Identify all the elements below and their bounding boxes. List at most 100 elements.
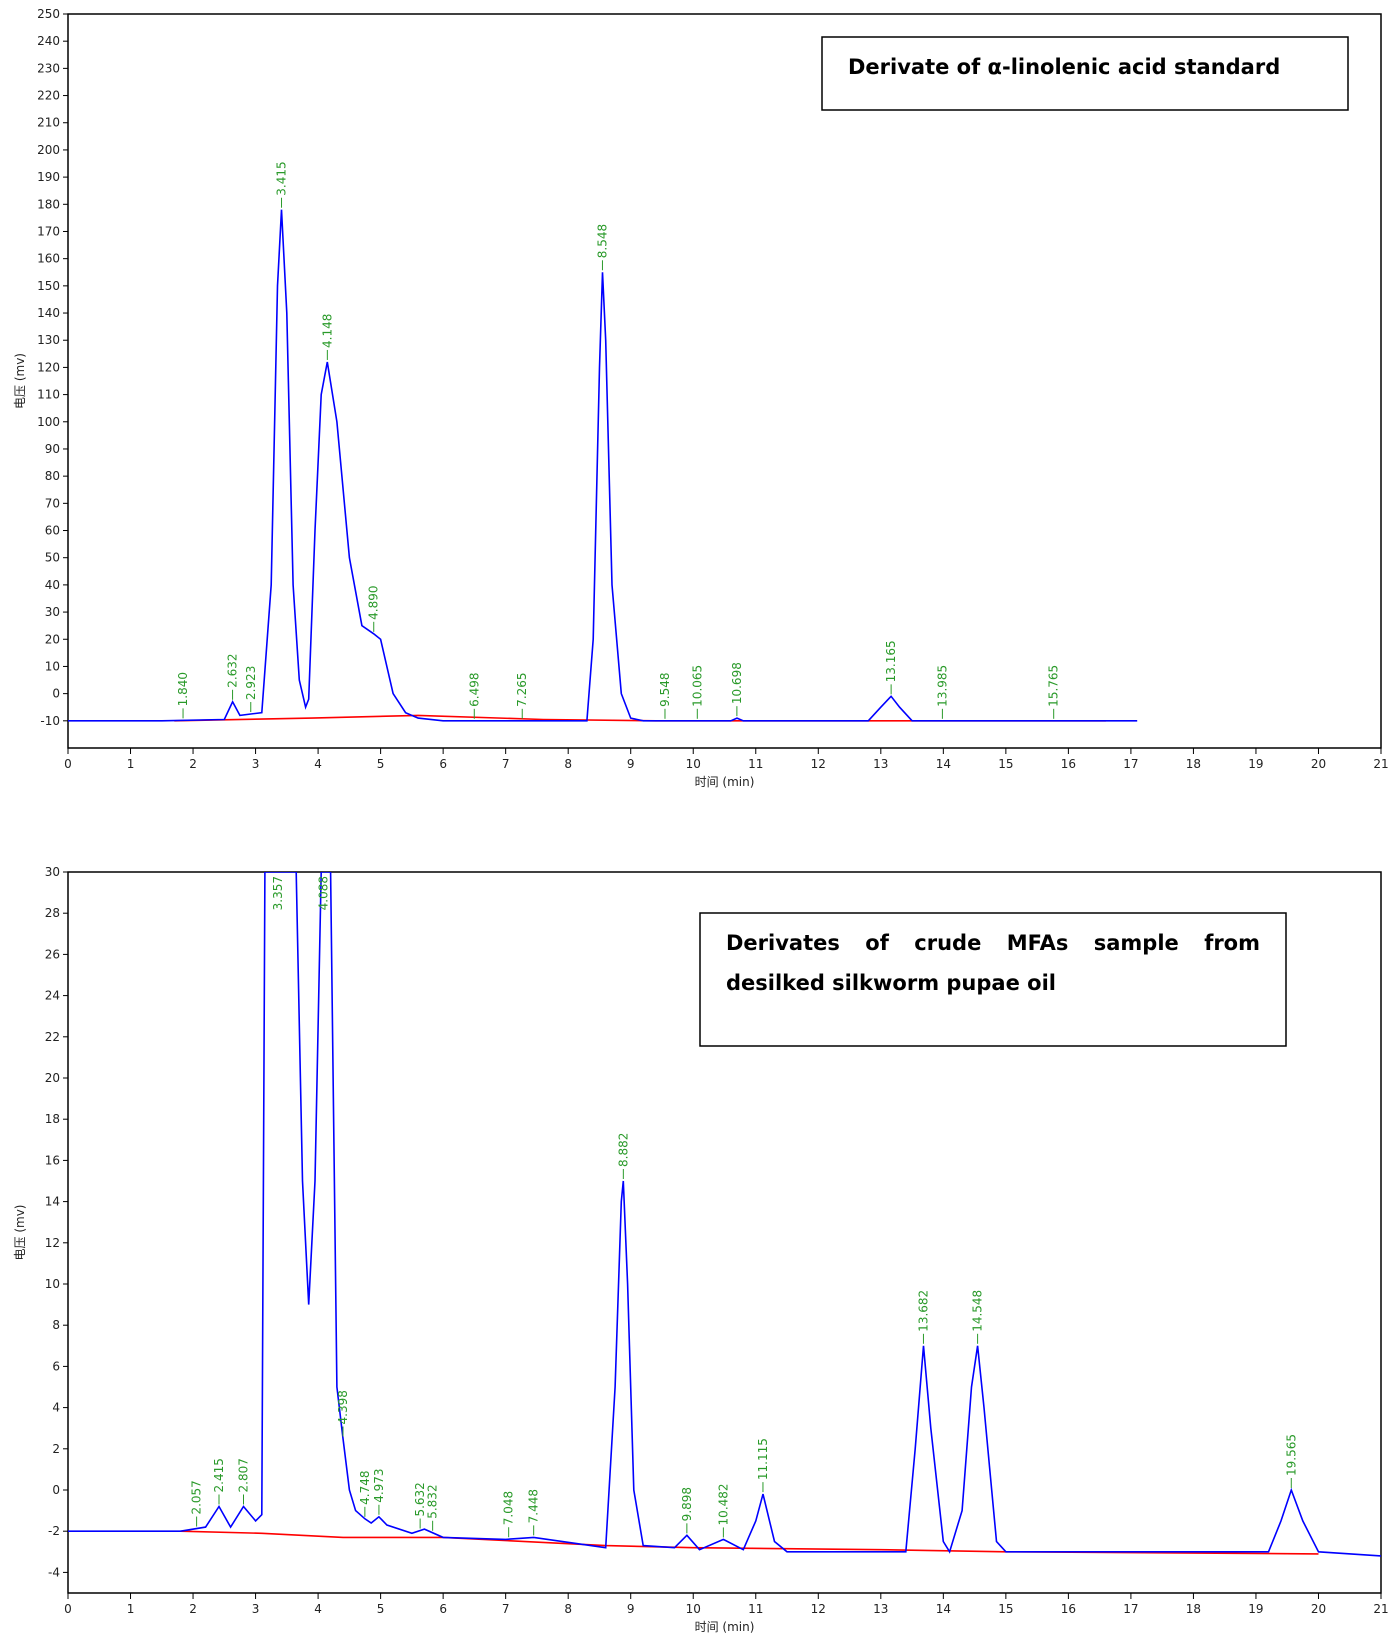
x-tick-label: 7 <box>502 1602 510 1616</box>
y-tick-label: 18 <box>45 1112 60 1126</box>
peak-label: 4.890 <box>367 585 381 619</box>
x-tick-label: 4 <box>314 757 322 771</box>
signal-trace <box>68 872 1381 1557</box>
y-tick-label: 110 <box>37 388 60 402</box>
peak-label: 2.415 <box>212 1458 226 1492</box>
y-tick-label: 16 <box>45 1153 60 1167</box>
y-tick-label: 0 <box>52 687 60 701</box>
y-tick-label: 180 <box>37 197 60 211</box>
x-tick-label: 15 <box>998 1602 1013 1616</box>
y-tick-label: 2 <box>52 1442 60 1456</box>
y-tick-label: 24 <box>45 989 60 1003</box>
y-tick-label: 50 <box>45 551 60 565</box>
x-tick-label: 9 <box>627 1602 635 1616</box>
chart-title: Derivates of crude MFAs sample from desi… <box>726 931 1260 995</box>
peak-label: 9.548 <box>658 672 672 706</box>
x-tick-label: 3 <box>252 1602 260 1616</box>
plot-frame <box>67 13 1382 749</box>
peak-label: 4.748 <box>358 1470 372 1504</box>
x-tick-label: 0 <box>64 757 72 771</box>
y-tick-label: 4 <box>52 1401 60 1415</box>
y-tick-label: 120 <box>37 360 60 374</box>
y-tick-label: 210 <box>37 116 60 130</box>
x-tick-label: 19 <box>1248 757 1263 771</box>
peak-label: 13.682 <box>916 1290 930 1332</box>
y-tick-label: 220 <box>37 89 60 103</box>
x-tick-label: 14 <box>936 757 951 771</box>
x-tick-label: 17 <box>1123 757 1138 771</box>
peak-label: 8.548 <box>595 224 609 258</box>
y-tick-label: 20 <box>45 1071 60 1085</box>
y-tick-label: 10 <box>45 659 60 673</box>
title-area: Derivates of crude MFAs sample from desi… <box>726 931 1260 995</box>
y-tick-label: 240 <box>37 34 60 48</box>
x-tick-label: 21 <box>1373 1602 1388 1616</box>
x-tick-label: 5 <box>377 1602 385 1616</box>
title-area: Derivate of α-linolenic acid standard <box>848 55 1280 79</box>
title-box <box>821 36 1349 111</box>
x-tick-label: 8 <box>564 757 572 771</box>
peak-label: 2.632 <box>226 653 240 687</box>
x-tick-label: 9 <box>627 757 635 771</box>
x-tick-label: 5 <box>377 757 385 771</box>
x-tick-label: 17 <box>1123 1602 1138 1616</box>
y-tick-label: 8 <box>52 1318 60 1332</box>
y-tick-label: 140 <box>37 306 60 320</box>
x-tick-label: 20 <box>1311 1602 1326 1616</box>
x-tick-label: 7 <box>502 757 510 771</box>
y-tick-label: 30 <box>45 605 60 619</box>
peak-label: 8.882 <box>616 1133 630 1167</box>
x-tick-label: 18 <box>1186 757 1201 771</box>
x-tick-label: 20 <box>1311 757 1326 771</box>
y-tick-label: 30 <box>45 865 60 879</box>
peak-label: 15.765 <box>1047 665 1061 707</box>
traces <box>68 209 1138 722</box>
y-tick-label: 160 <box>37 252 60 266</box>
y-tick-label: -2 <box>48 1524 60 1538</box>
peak-label: 7.448 <box>527 1489 541 1523</box>
y-tick-label: -4 <box>48 1565 60 1579</box>
y-tick-label: 20 <box>45 632 60 646</box>
x-tick-label: 16 <box>1061 1602 1076 1616</box>
x-tick-label: 13 <box>873 757 888 771</box>
peak-label: 2.807 <box>237 1458 251 1492</box>
peak-label: 4.088 <box>317 876 331 910</box>
peak-label: 10.065 <box>690 665 704 707</box>
peak-label: 4.973 <box>372 1468 386 1502</box>
peak-label: 11.115 <box>756 1438 770 1480</box>
y-tick-label: 230 <box>37 61 60 75</box>
y-tick-label: 22 <box>45 1030 60 1044</box>
y-tick-label: 130 <box>37 333 60 347</box>
y-tick-label: 12 <box>45 1236 60 1250</box>
y-tick-label: 70 <box>45 496 60 510</box>
peak-label: 1.840 <box>176 672 190 706</box>
plot: -100102030405060708090100110120130140150… <box>13 7 1389 789</box>
x-tick-label: 14 <box>936 1602 951 1616</box>
peak-label: 5.632 <box>413 1482 427 1516</box>
y-tick-label: 26 <box>45 947 60 961</box>
plot-frame <box>67 871 1382 1594</box>
x-tick-label: 0 <box>64 1602 72 1616</box>
peak-label: 2.923 <box>244 666 258 700</box>
y-tick-label: 100 <box>37 415 60 429</box>
y-tick-label: 200 <box>37 143 60 157</box>
x-tick-label: 19 <box>1248 1602 1263 1616</box>
x-tick-label: 10 <box>686 1602 701 1616</box>
peak-label: 7.265 <box>515 672 529 706</box>
x-tick-label: 18 <box>1186 1602 1201 1616</box>
x-tick-label: 6 <box>439 1602 447 1616</box>
x-axis-label: 时间 (min) <box>695 1620 755 1634</box>
x-tick-label: 4 <box>314 1602 322 1616</box>
peak-label: 14.548 <box>971 1290 985 1332</box>
peak-label: 4.398 <box>336 1390 350 1424</box>
y-tick-label: 0 <box>52 1483 60 1497</box>
y-tick-label: -10 <box>40 714 60 728</box>
peak-label: 3.415 <box>275 161 289 195</box>
y-tick-label: 40 <box>45 578 60 592</box>
y-tick-label: 80 <box>45 469 60 483</box>
y-tick-label: 90 <box>45 442 60 456</box>
x-tick-label: 1 <box>127 757 135 771</box>
peak-label: 13.165 <box>884 640 898 682</box>
title-box <box>699 912 1287 1047</box>
